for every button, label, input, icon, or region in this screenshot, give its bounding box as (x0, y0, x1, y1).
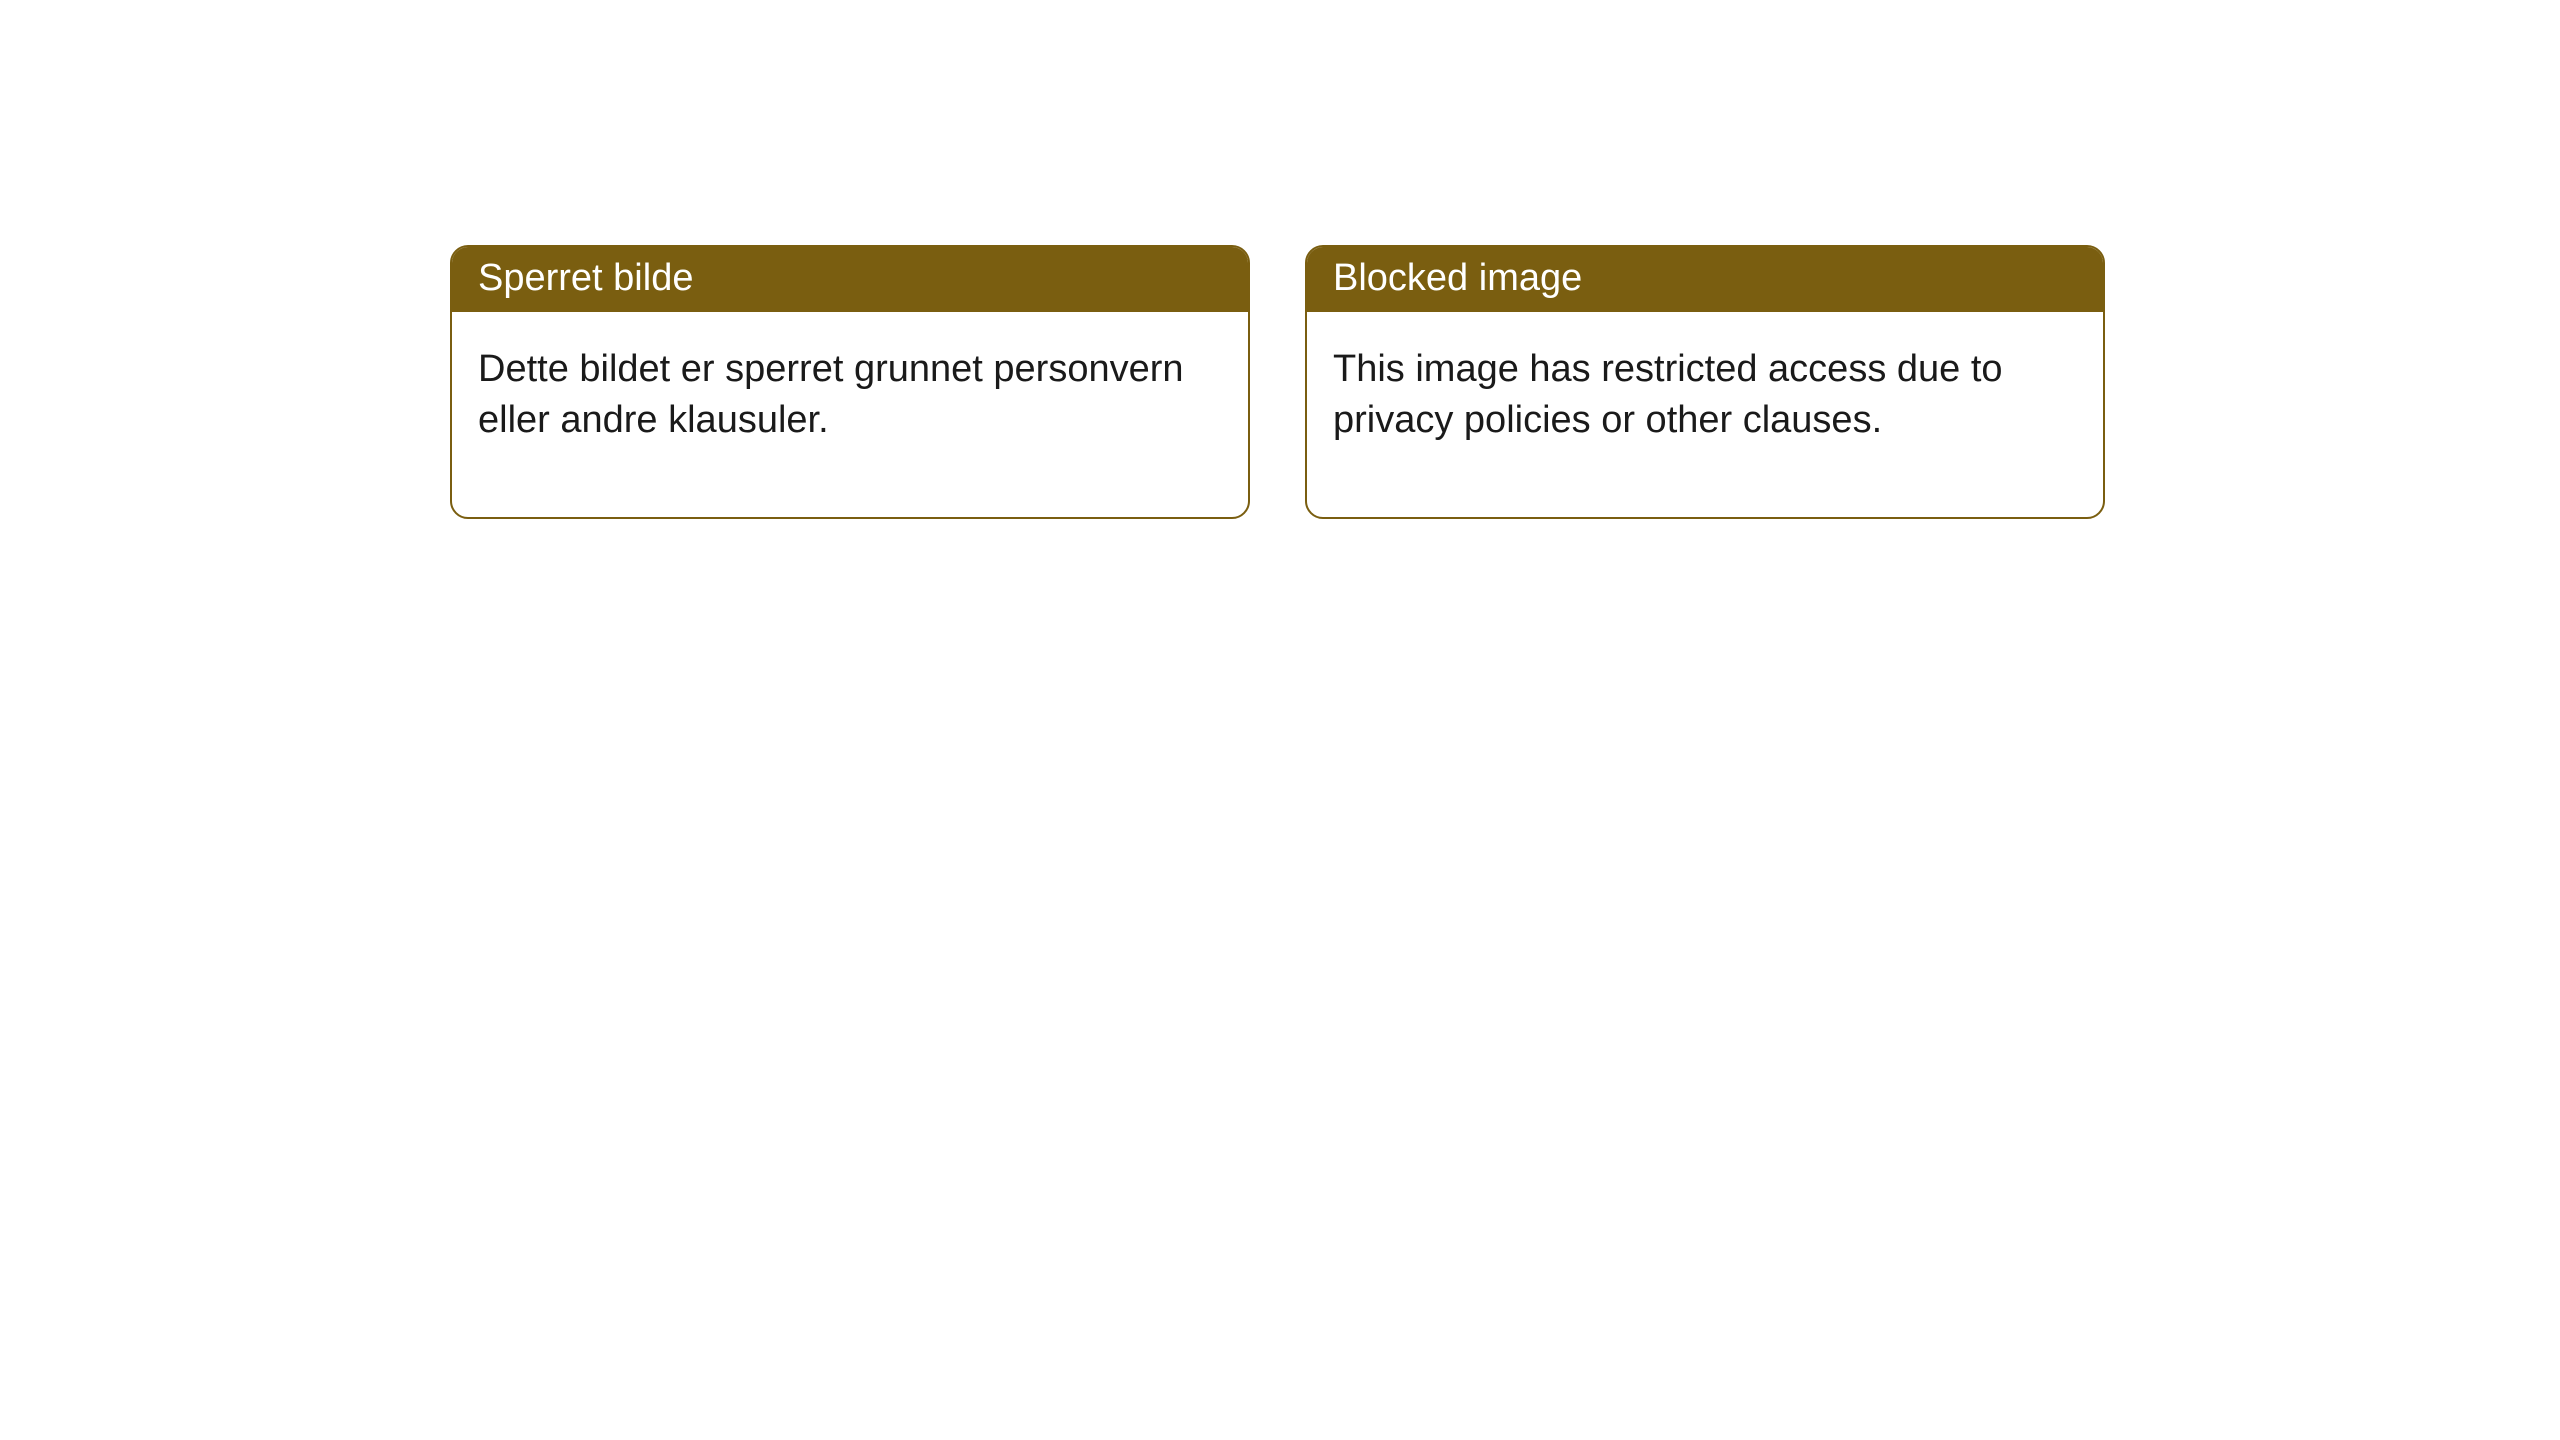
notice-card-english: Blocked image This image has restricted … (1305, 245, 2105, 519)
notice-header: Blocked image (1307, 247, 2103, 312)
notice-container: Sperret bilde Dette bildet er sperret gr… (450, 245, 2105, 519)
notice-text: This image has restricted access due to … (1333, 348, 2003, 441)
notice-body: Dette bildet er sperret grunnet personve… (452, 312, 1248, 517)
notice-text: Dette bildet er sperret grunnet personve… (478, 348, 1184, 441)
notice-body: This image has restricted access due to … (1307, 312, 2103, 517)
notice-card-norwegian: Sperret bilde Dette bildet er sperret gr… (450, 245, 1250, 519)
notice-header: Sperret bilde (452, 247, 1248, 312)
notice-title: Sperret bilde (478, 257, 693, 299)
notice-title: Blocked image (1333, 257, 1582, 299)
